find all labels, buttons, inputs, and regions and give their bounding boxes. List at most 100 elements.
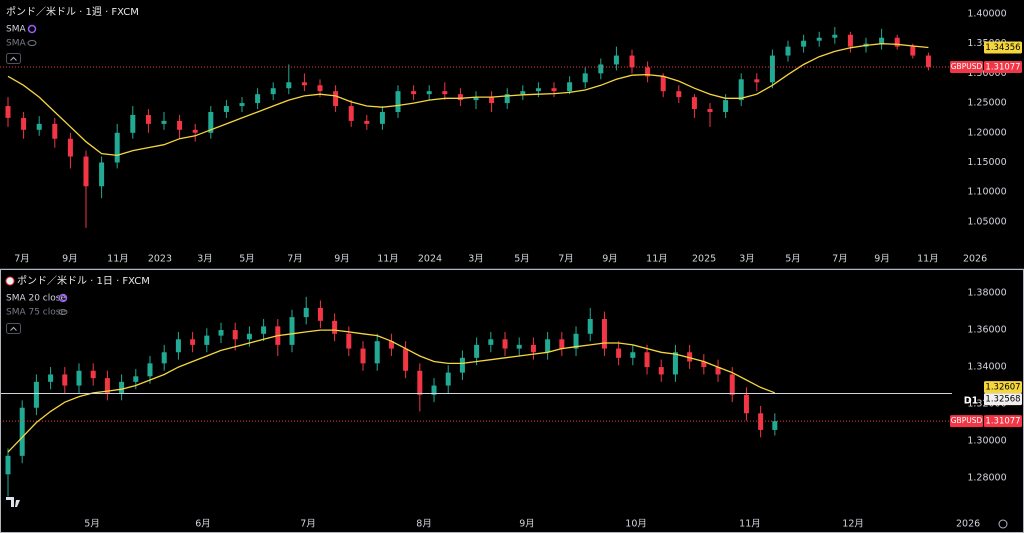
candle-body: [687, 352, 693, 362]
candle-body: [473, 97, 479, 101]
candle-body: [715, 367, 721, 375]
indicator-name[interactable]: SMA: [6, 25, 26, 35]
candle-body: [204, 335, 210, 345]
symbol-label-box: [950, 60, 983, 73]
x-tick-label: 5月: [239, 254, 255, 265]
y-tick-label: 1.34000: [967, 362, 1006, 373]
candle-body: [62, 374, 68, 386]
candle-body: [395, 91, 401, 112]
candle-body: [644, 352, 650, 368]
x-tick-label: 5月: [514, 254, 530, 265]
candle-body: [545, 339, 551, 353]
x-tick-label: 9月: [874, 254, 890, 265]
indicator-icon[interactable]: [27, 24, 37, 34]
x-tick-label: 11月: [377, 254, 399, 265]
candle-body: [177, 120, 183, 130]
candle-body: [33, 381, 39, 408]
candle-body: [403, 348, 409, 371]
candle-body: [801, 40, 807, 47]
candle-body: [754, 79, 760, 83]
candle-body: [587, 318, 593, 334]
candle-body: [743, 394, 749, 414]
chevron-icon: [10, 326, 17, 331]
candle-body: [582, 73, 588, 83]
candle-body: [701, 361, 707, 368]
candle-body: [530, 344, 536, 353]
candle-body: [99, 162, 105, 187]
candle-body: [457, 94, 463, 101]
y-tick-label: 1.40000: [967, 8, 1006, 19]
candle-body: [672, 352, 678, 375]
x-tick-label: 7月: [558, 254, 574, 265]
candle-body: [317, 85, 323, 92]
eye-icon[interactable]: [27, 40, 37, 46]
candle-body: [374, 341, 380, 364]
candle-body: [303, 307, 309, 318]
candle-body: [738, 79, 744, 101]
y-tick-label: 1.28000: [967, 473, 1006, 484]
candle-body: [5, 455, 11, 475]
y-tick-label: 1.05000: [967, 216, 1006, 227]
hidden-indicator-name[interactable]: SMA: [6, 39, 26, 49]
candle-body: [208, 111, 214, 133]
x-tick-label: 11月: [646, 254, 668, 265]
hline-value-label: 1.32568: [985, 395, 1020, 405]
collapse-button[interactable]: [6, 53, 21, 64]
candle-body: [772, 421, 778, 430]
candle-body: [48, 374, 54, 382]
x-tick-label: 2026: [963, 254, 987, 265]
collapse-button[interactable]: [6, 323, 21, 334]
candle-body: [286, 82, 292, 89]
x-tick-label: 11月: [739, 519, 761, 530]
candle-body: [573, 333, 579, 349]
candle-body: [417, 370, 423, 395]
candle-body: [133, 376, 139, 382]
settings-icon[interactable]: [998, 519, 1008, 529]
candle-body: [246, 333, 252, 340]
sma-value-label-box: [984, 41, 1022, 54]
candle-body: [161, 120, 167, 124]
candle-body: [925, 55, 931, 67]
y-tick-label: 1.30000: [967, 436, 1006, 447]
price-value-label: 1.31077: [985, 62, 1020, 72]
symbol-label: GBPUSD: [951, 416, 983, 425]
candle-body: [459, 357, 465, 373]
x-tick-label: 2023: [148, 254, 172, 265]
price-value-label: 1.31077: [985, 417, 1020, 427]
candle-body: [130, 114, 136, 133]
candle-body: [261, 326, 267, 334]
candle-body: [445, 372, 451, 386]
candle-body: [629, 55, 635, 68]
candle-body: [879, 37, 885, 44]
candle-body: [21, 117, 27, 130]
candle-body: [333, 91, 339, 107]
x-tick-label: 9月: [62, 254, 78, 265]
x-tick-label: 11月: [107, 254, 129, 265]
candle-body: [379, 111, 385, 124]
candle-body: [192, 129, 198, 133]
candle-body: [504, 94, 510, 104]
indicator-name[interactable]: SMA 20 close: [6, 294, 66, 304]
candle-body: [474, 344, 480, 358]
active-pane-border: [0, 269, 1024, 533]
candle-body: [67, 138, 73, 157]
hidden-indicator-name[interactable]: SMA 75 close: [6, 308, 66, 318]
candle-body: [894, 37, 900, 47]
candle-body: [567, 82, 573, 92]
candle-body: [114, 132, 120, 163]
candle-body: [488, 339, 494, 345]
eye-icon[interactable]: [58, 309, 68, 315]
x-tick-label: 3月: [197, 254, 213, 265]
x-tick-label: 11月: [917, 254, 939, 265]
indicator-icon[interactable]: [58, 293, 68, 303]
price-value-label-box: [984, 60, 1022, 73]
logo[interactable]: [6, 497, 20, 507]
overlay: ポンド／米ドル · 1週 · FXCM SMA SMA ポンド／米ドル · 1日…: [0, 5, 1024, 533]
candle-body: [758, 413, 764, 430]
candle-body: [598, 64, 604, 74]
candle-body: [426, 91, 432, 95]
candle-body: [346, 333, 352, 349]
candle-body: [613, 55, 619, 65]
